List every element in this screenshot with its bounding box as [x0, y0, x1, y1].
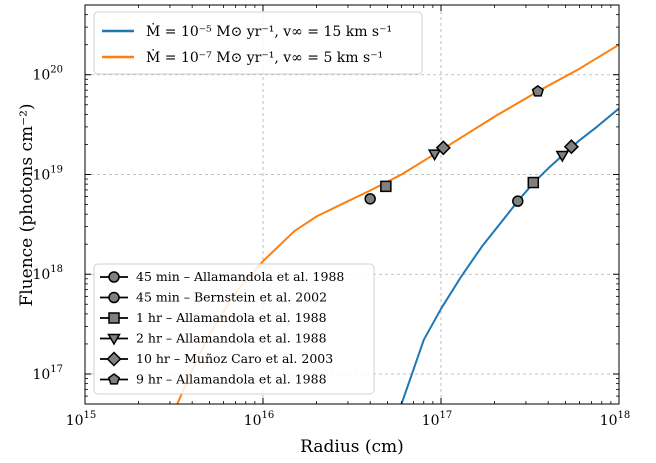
- legend-marker-triangle-down: [107, 333, 121, 346]
- data-marker-square: [527, 176, 540, 189]
- legend-marker-label: 45 min – Allamandola et al. 1988: [136, 269, 344, 284]
- data-marker-circle: [512, 195, 524, 207]
- data-marker-triangle-down: [555, 150, 570, 163]
- series-line-1: [400, 107, 619, 404]
- x-tick-label: 1016: [244, 410, 275, 429]
- data-marker-pentagon: [531, 84, 544, 97]
- legend-marker-square: [108, 312, 120, 324]
- x-tick-label: 1017: [422, 410, 453, 429]
- legend-lower: 45 min – Allamandola et al. 1988 45 min –…: [93, 263, 375, 395]
- legend-label-1: Ṁ = 10⁻⁵ M⊙ yr⁻¹, v∞ = 15 km s⁻¹: [146, 22, 392, 40]
- y-tick-label: 1019: [32, 164, 63, 183]
- legend-marker-circle: [108, 271, 120, 283]
- legend-marker-circle: [108, 291, 120, 304]
- y-tick-label: 1018: [32, 264, 63, 283]
- y-tick-label: 1020: [32, 65, 63, 84]
- x-tick-label: 1015: [66, 410, 97, 429]
- legend-marker-label: 9 hr – Allamandola et al. 1988: [136, 372, 327, 387]
- legend-marker-label: 10 hr – Muñoz Caro et al. 2003: [136, 351, 333, 366]
- data-marker-diamond: [435, 140, 451, 156]
- legend-marker-diamond: [106, 351, 122, 367]
- x-tick-label: 1018: [600, 410, 631, 429]
- legend-upper: Ṁ = 10⁻⁵ M⊙ yr⁻¹, v∞ = 15 km s⁻¹ Ṁ = 10⁻⁷…: [93, 11, 423, 75]
- data-marker-triangle-down: [427, 149, 442, 162]
- legend-marker-pentagon: [107, 373, 121, 385]
- data-marker-square: [380, 180, 392, 193]
- legend-marker-label: 2 hr – Allamandola et al. 1988: [136, 331, 327, 346]
- legend-marker-label: 1 hr – Allamandola et al. 1988: [136, 310, 327, 325]
- legend-marker-label: 45 min – Bernstein et al. 2002: [136, 290, 327, 305]
- x-axis-label: Radius (cm): [300, 437, 404, 457]
- legend-label-2: Ṁ = 10⁻⁷ M⊙ yr⁻¹, v∞ = 5 km s⁻¹: [146, 48, 383, 66]
- y-tick-label: 1017: [32, 364, 63, 383]
- data-marker-circle: [364, 193, 376, 205]
- markers-group: [364, 84, 579, 207]
- y-axis-label: Fluence (photons cm⁻²): [17, 103, 37, 306]
- data-marker-diamond: [563, 139, 579, 155]
